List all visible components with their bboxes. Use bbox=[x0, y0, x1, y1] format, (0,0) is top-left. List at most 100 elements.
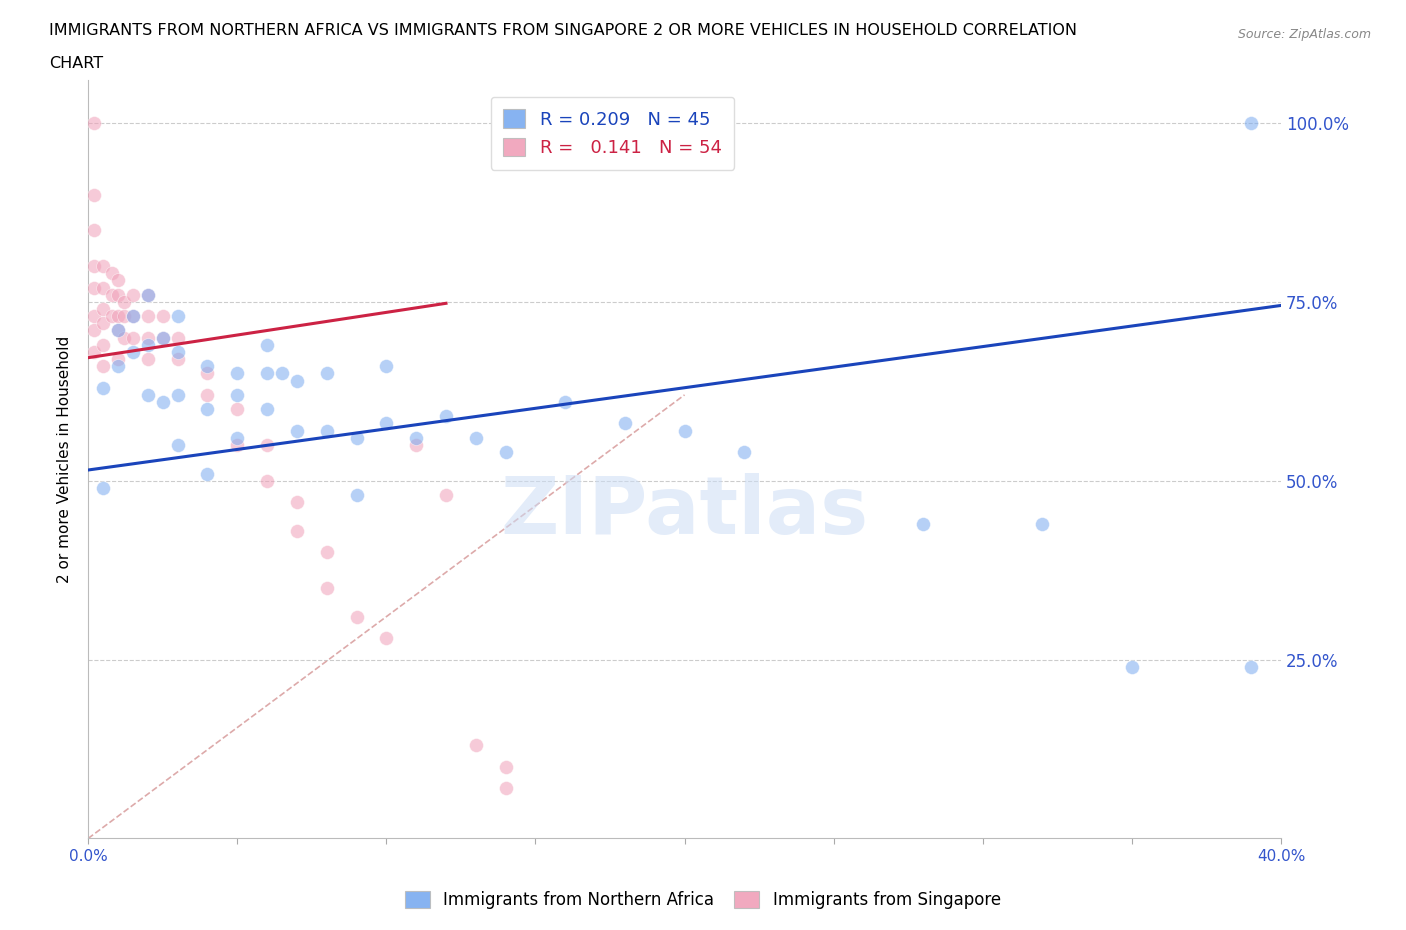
Point bbox=[91, 316, 114, 331]
Point bbox=[315, 545, 337, 560]
Point bbox=[226, 431, 249, 445]
Point bbox=[1240, 115, 1263, 130]
Point bbox=[83, 323, 105, 338]
Point bbox=[256, 473, 278, 488]
Point bbox=[91, 338, 114, 352]
Point bbox=[112, 295, 135, 310]
Point bbox=[1121, 659, 1143, 674]
Point bbox=[346, 609, 368, 624]
Point bbox=[495, 445, 517, 459]
Point bbox=[83, 223, 105, 238]
Point bbox=[226, 437, 249, 452]
Legend: R = 0.209   N = 45, R =   0.141   N = 54: R = 0.209 N = 45, R = 0.141 N = 54 bbox=[491, 97, 734, 169]
Point bbox=[152, 330, 174, 345]
Point bbox=[405, 437, 427, 452]
Point bbox=[464, 431, 486, 445]
Point bbox=[107, 352, 129, 366]
Point bbox=[91, 259, 114, 273]
Point bbox=[375, 359, 398, 374]
Point bbox=[122, 344, 145, 359]
Point bbox=[346, 487, 368, 502]
Point bbox=[197, 466, 219, 481]
Point bbox=[122, 309, 145, 324]
Point bbox=[101, 287, 124, 302]
Point bbox=[166, 437, 188, 452]
Point bbox=[107, 359, 129, 374]
Point bbox=[495, 781, 517, 796]
Point bbox=[315, 580, 337, 595]
Point bbox=[136, 330, 159, 345]
Point bbox=[285, 423, 308, 438]
Point bbox=[226, 388, 249, 403]
Point bbox=[83, 187, 105, 202]
Point bbox=[152, 394, 174, 409]
Point bbox=[166, 388, 188, 403]
Point bbox=[256, 338, 278, 352]
Point bbox=[912, 516, 935, 531]
Point bbox=[405, 431, 427, 445]
Point bbox=[91, 280, 114, 295]
Text: IMMIGRANTS FROM NORTHERN AFRICA VS IMMIGRANTS FROM SINGAPORE 2 OR MORE VEHICLES : IMMIGRANTS FROM NORTHERN AFRICA VS IMMIG… bbox=[49, 23, 1077, 38]
Point bbox=[285, 495, 308, 510]
Point bbox=[673, 423, 696, 438]
Point bbox=[315, 366, 337, 381]
Point bbox=[285, 373, 308, 388]
Point bbox=[136, 309, 159, 324]
Point bbox=[226, 402, 249, 417]
Point bbox=[256, 437, 278, 452]
Point bbox=[152, 330, 174, 345]
Point bbox=[1240, 659, 1263, 674]
Point bbox=[613, 416, 636, 431]
Point bbox=[83, 344, 105, 359]
Point bbox=[91, 301, 114, 316]
Point bbox=[166, 309, 188, 324]
Point bbox=[83, 280, 105, 295]
Point bbox=[197, 402, 219, 417]
Point bbox=[434, 487, 457, 502]
Point bbox=[495, 760, 517, 775]
Point bbox=[83, 115, 105, 130]
Point bbox=[166, 344, 188, 359]
Point bbox=[122, 309, 145, 324]
Point bbox=[271, 366, 294, 381]
Text: ZIPatlas: ZIPatlas bbox=[501, 473, 869, 551]
Point bbox=[434, 409, 457, 424]
Point bbox=[197, 359, 219, 374]
Point bbox=[122, 287, 145, 302]
Point bbox=[375, 631, 398, 645]
Legend: Immigrants from Northern Africa, Immigrants from Singapore: Immigrants from Northern Africa, Immigra… bbox=[396, 883, 1010, 917]
Point bbox=[554, 394, 576, 409]
Point bbox=[256, 366, 278, 381]
Point bbox=[733, 445, 755, 459]
Point bbox=[315, 423, 337, 438]
Point bbox=[101, 266, 124, 281]
Point bbox=[136, 338, 159, 352]
Point bbox=[1031, 516, 1053, 531]
Point bbox=[107, 287, 129, 302]
Point bbox=[136, 352, 159, 366]
Point bbox=[91, 481, 114, 496]
Text: CHART: CHART bbox=[49, 56, 103, 71]
Point bbox=[136, 287, 159, 302]
Point bbox=[136, 287, 159, 302]
Point bbox=[346, 431, 368, 445]
Point bbox=[464, 738, 486, 753]
Point bbox=[122, 330, 145, 345]
Point bbox=[83, 259, 105, 273]
Point bbox=[375, 416, 398, 431]
Point bbox=[107, 323, 129, 338]
Point bbox=[152, 309, 174, 324]
Point bbox=[112, 330, 135, 345]
Point bbox=[197, 388, 219, 403]
Point bbox=[101, 309, 124, 324]
Point bbox=[166, 352, 188, 366]
Text: Source: ZipAtlas.com: Source: ZipAtlas.com bbox=[1237, 28, 1371, 41]
Point bbox=[226, 366, 249, 381]
Point bbox=[166, 330, 188, 345]
Point bbox=[107, 273, 129, 288]
Point bbox=[107, 309, 129, 324]
Point bbox=[91, 359, 114, 374]
Y-axis label: 2 or more Vehicles in Household: 2 or more Vehicles in Household bbox=[58, 336, 72, 583]
Point bbox=[112, 309, 135, 324]
Point bbox=[83, 309, 105, 324]
